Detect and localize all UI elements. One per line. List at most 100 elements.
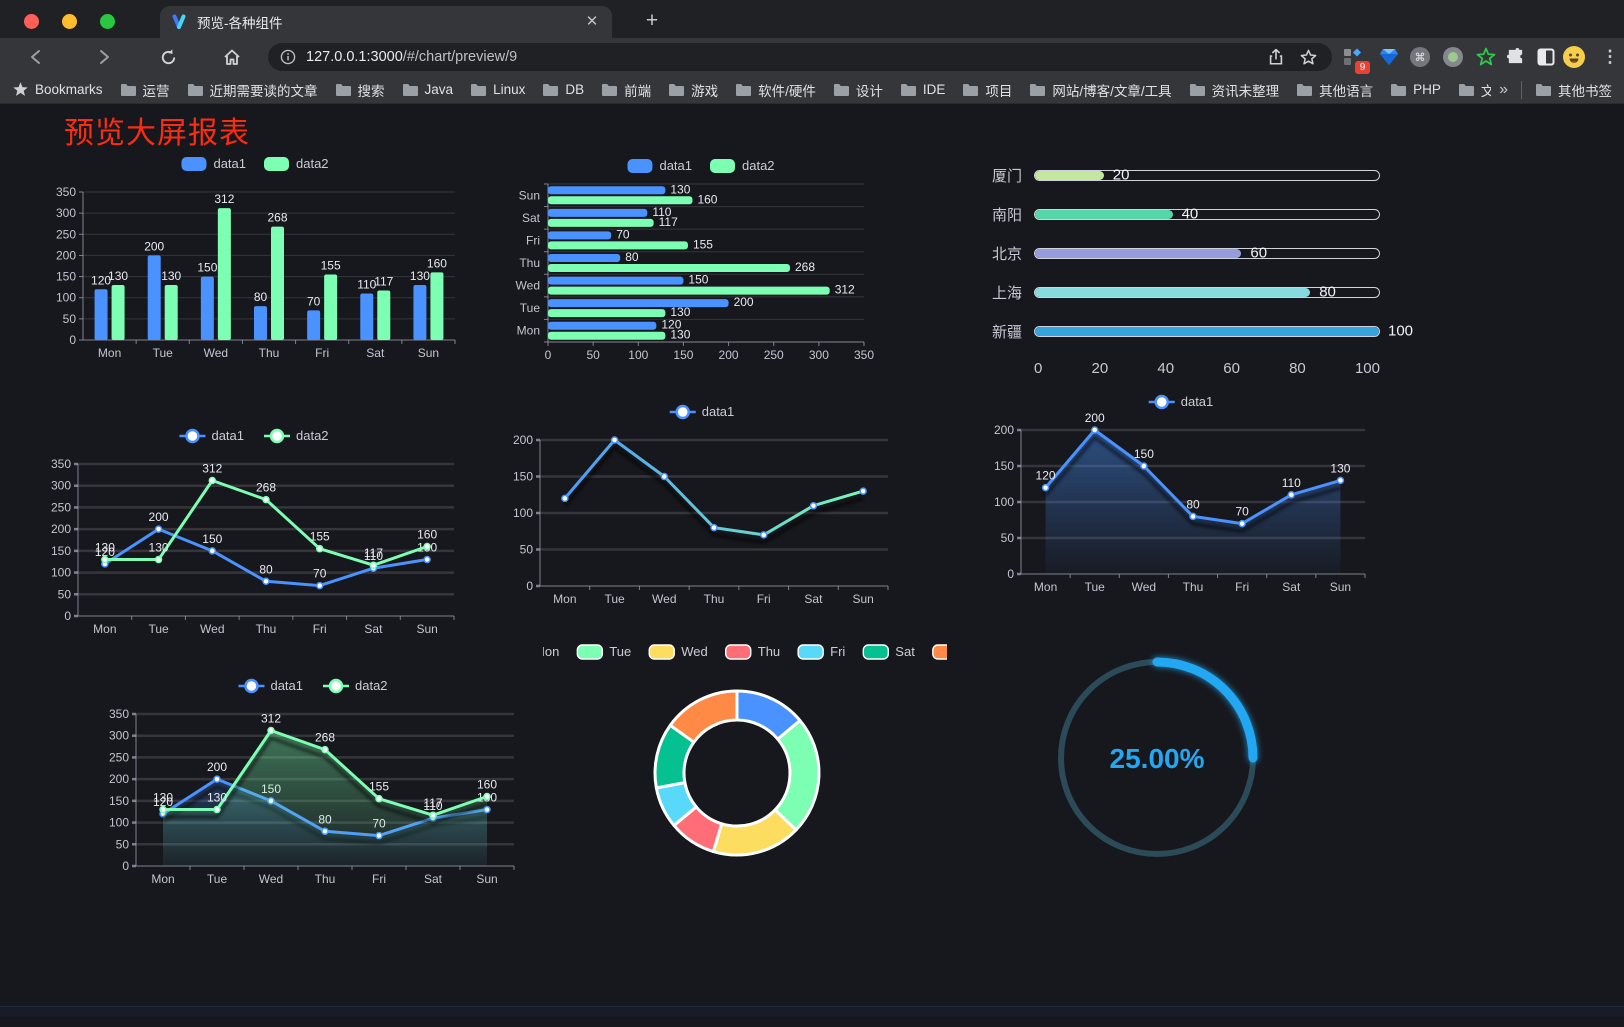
page-content: 预览大屏报表 厦门 20 南阳 40 北京 60 上海 80 新疆 100 0 20 40 60 80 100: [0, 104, 1624, 1017]
progress-value: 100: [1388, 322, 1414, 340]
chart-two-line-area[interactable]: [98, 670, 528, 892]
other-bookmarks-label: 其他书签: [1558, 83, 1612, 99]
site-info-icon[interactable]: [280, 49, 296, 65]
bookmarks-apps-label: Bookmarks: [35, 82, 103, 97]
bookmark-folder-label: 游戏: [691, 83, 719, 99]
progress-row: 北京 60: [986, 240, 1380, 266]
bookmark-folder-label: 项目: [985, 83, 1013, 99]
progress-row: 上海 80: [986, 279, 1380, 305]
folder-icon: [669, 83, 685, 96]
bookmark-folder[interactable]: 项目: [962, 80, 1012, 100]
progress-label: 北京: [991, 245, 1022, 263]
folder-icon: [1297, 83, 1313, 96]
folder-icon: [402, 83, 418, 96]
url-host: 127.0.0.1:3000: [306, 49, 403, 65]
reading-list-icon[interactable]: [1534, 45, 1558, 69]
extension-command-icon[interactable]: ⌘: [1408, 45, 1432, 69]
bookmark-folder-label: 其他语言: [1319, 83, 1374, 99]
progress-track: 100: [1034, 323, 1413, 340]
window-zoom-button[interactable]: [100, 14, 115, 29]
progress-axis-tick: 100: [1354, 360, 1380, 377]
bookmark-folder[interactable]: Java: [402, 82, 454, 97]
bookmark-folder-label: 文件服务器: [1480, 83, 1492, 99]
folder-icon: [1391, 83, 1407, 96]
extension-badge: 9: [1355, 61, 1370, 74]
extension-star-icon[interactable]: [1474, 45, 1498, 69]
browser-toolbar: 127.0.0.1:3000/#/chart/preview/9 9 ⌘: [0, 38, 1624, 76]
progress-label: 南阳: [991, 206, 1022, 224]
extension-puzzle-icon[interactable]: [1504, 45, 1528, 69]
browser-menu-icon[interactable]: ⋮: [1601, 47, 1619, 66]
bookmark-folder-label: 资讯未整理: [1211, 83, 1280, 99]
tab-title: 预览-各种组件: [197, 16, 283, 31]
back-icon[interactable]: [24, 45, 48, 69]
progress-track: 80: [1034, 283, 1380, 301]
bookmark-star-icon[interactable]: [1296, 45, 1320, 69]
new-tab-button[interactable]: +: [645, 9, 659, 32]
folder-icon: [900, 83, 916, 96]
progress-value: 40: [1181, 205, 1199, 223]
bookmark-folder[interactable]: 游戏: [668, 80, 718, 100]
chart-two-line[interactable]: [40, 420, 468, 642]
bookmarks-overflow-button[interactable]: »: [1499, 80, 1508, 98]
bookmark-folder[interactable]: PHP: [1390, 82, 1441, 97]
folder-icon: [963, 83, 979, 96]
bookmark-folder[interactable]: 软件/硬件: [735, 80, 816, 100]
folder-icon: [833, 83, 849, 96]
folder-icon: [335, 83, 351, 96]
chart-city-progress[interactable]: 厦门 20 南阳 40 北京 60 上海 80 新疆 100 0 20 40 60 80 100: [986, 162, 1413, 378]
tab-strip: 预览-各种组件 ✕ +: [0, 0, 1624, 38]
bookmark-folder[interactable]: 设计: [833, 80, 883, 100]
chart-gradient-line[interactable]: [502, 396, 902, 612]
chart-area-line[interactable]: [983, 386, 1379, 600]
reload-icon[interactable]: [156, 45, 180, 69]
browser-tab[interactable]: 预览-各种组件 ✕: [160, 6, 612, 38]
chart-donut-pie[interactable]: [543, 632, 947, 872]
chart-grouped-bar[interactable]: [45, 148, 465, 366]
bookmark-folder[interactable]: IDE: [900, 82, 946, 97]
window-minimize-button[interactable]: [62, 14, 77, 29]
bookmark-folder[interactable]: 前端: [601, 80, 651, 100]
folder-icon: [1189, 83, 1205, 96]
progress-value: 80: [1319, 283, 1336, 301]
profile-avatar[interactable]: [1562, 45, 1586, 69]
address-bar[interactable]: 127.0.0.1:3000/#/chart/preview/9: [268, 43, 1332, 71]
bookmark-folder-label: IDE: [922, 82, 946, 97]
chart-horizontal-bar[interactable]: [500, 150, 902, 370]
extension-grid-icon[interactable]: 9: [1340, 45, 1370, 74]
bookmark-folder[interactable]: 其他语言: [1296, 80, 1373, 100]
bookmark-folder-label: Linux: [493, 82, 526, 97]
home-icon[interactable]: [220, 45, 244, 69]
progress-axis-tick: 60: [1223, 360, 1240, 377]
bookmark-folder[interactable]: DB: [542, 82, 584, 97]
share-icon[interactable]: [1264, 45, 1288, 69]
progress-axis-tick: 0: [1034, 360, 1043, 377]
bookmark-folder-label: 近期需要读的文章: [209, 83, 318, 99]
extension-record-icon[interactable]: [1441, 45, 1465, 69]
tab-close-icon[interactable]: ✕: [585, 13, 599, 30]
bookmark-folder[interactable]: 网站/博客/文章/工具: [1029, 80, 1172, 100]
progress-label: 上海: [991, 284, 1022, 302]
site-favicon: [172, 14, 186, 29]
progress-row: 南阳 40: [986, 201, 1380, 227]
bookmarks-apps[interactable]: Bookmarks: [12, 81, 103, 98]
bookmark-folder[interactable]: 运营: [120, 80, 170, 100]
progress-fill: [1035, 248, 1242, 258]
bookmark-folder[interactable]: Linux: [470, 82, 525, 97]
progress-axis-tick: 20: [1091, 360, 1109, 377]
extension-gem-icon[interactable]: [1377, 45, 1401, 69]
bookmark-folder[interactable]: 文件服务器: [1458, 80, 1491, 100]
bookmark-folder[interactable]: 搜索: [335, 80, 385, 100]
bookmark-folder[interactable]: 近期需要读的文章: [187, 80, 318, 100]
progress-value: 60: [1250, 244, 1268, 262]
folder-icon: [602, 83, 618, 96]
folder-icon: [1458, 83, 1474, 96]
other-bookmarks-button[interactable]: 其他书签: [1535, 80, 1612, 100]
chart-progress-gauge[interactable]: [1050, 650, 1264, 866]
apps-star-icon: [13, 82, 28, 96]
window-close-button[interactable]: [24, 14, 39, 29]
bookmark-folder[interactable]: 资讯未整理: [1189, 80, 1280, 100]
bookmark-folder-label: 网站/博客/文章/工具: [1052, 83, 1172, 99]
bookmark-folder-label: Java: [424, 82, 454, 97]
forward-icon[interactable]: [92, 45, 116, 69]
